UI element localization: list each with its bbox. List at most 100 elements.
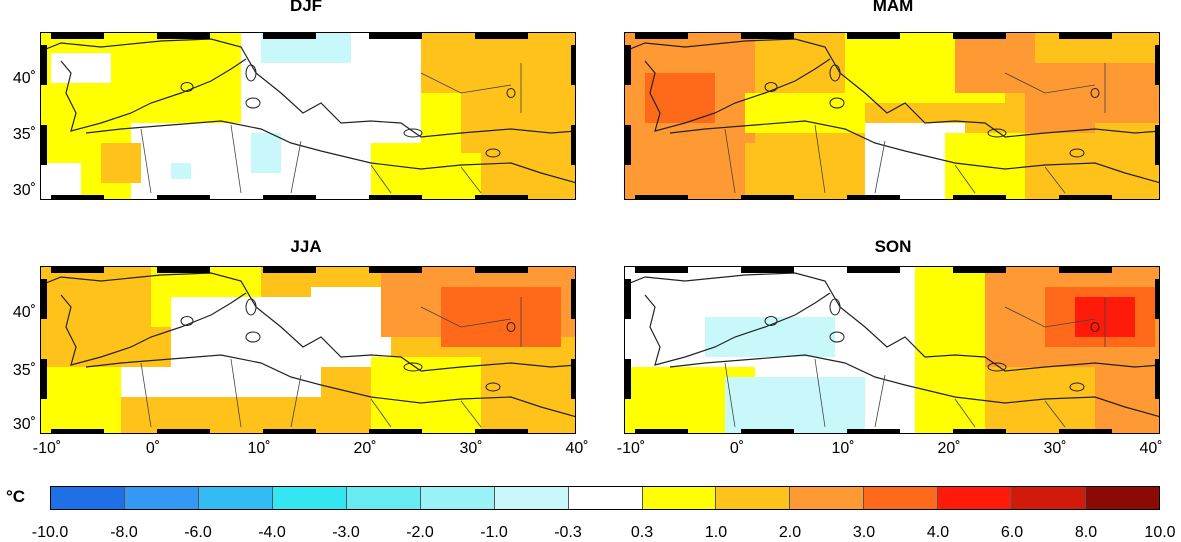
frame-bar <box>41 45 47 85</box>
anomaly-field <box>51 53 111 83</box>
frame-bar <box>157 195 210 199</box>
x-tick-left-0: 0˚ <box>145 440 161 457</box>
anomaly-field <box>745 93 865 133</box>
frame-bar <box>625 45 631 85</box>
y-tick-40-top: 40˚ <box>12 70 36 87</box>
colorbar-label: -8.0 <box>110 524 138 541</box>
map-panel-mam <box>624 32 1160 200</box>
island-outline <box>987 128 1007 138</box>
island-outline <box>245 97 261 109</box>
anomaly-field <box>955 33 1035 93</box>
frame-bar <box>369 33 422 39</box>
y-tick-40-bottom: 40˚ <box>12 304 36 321</box>
colorbar-swatch <box>420 487 495 509</box>
frame-bar <box>475 195 528 199</box>
frame-bar <box>41 125 47 165</box>
x-tick-left-40: 40˚ <box>565 440 589 457</box>
frame-bar <box>41 279 47 319</box>
frame-bar <box>635 195 688 199</box>
x-tick-right-30: 30˚ <box>1043 440 1067 457</box>
island-outline <box>764 316 778 326</box>
island-outline <box>1090 322 1100 332</box>
colorbar-label: -6.0 <box>184 524 212 541</box>
island-outline <box>245 298 257 316</box>
frame-bar <box>741 429 794 433</box>
anomaly-field <box>421 153 481 199</box>
colorbar-swatch <box>1086 487 1160 509</box>
frame-bar <box>475 33 528 39</box>
frame-bar <box>571 45 575 85</box>
anomaly-field <box>625 143 745 199</box>
map-svg <box>625 267 1159 433</box>
anomaly-field <box>141 397 361 433</box>
frame-bar <box>475 267 528 273</box>
frame-bar <box>741 33 794 39</box>
colorbar-swatch <box>1012 487 1087 509</box>
frame-bar <box>635 267 688 273</box>
colorbar-label: -1.0 <box>480 524 508 541</box>
island-outline <box>1090 88 1100 98</box>
anomaly-field <box>421 33 575 93</box>
anomaly-field <box>121 367 321 397</box>
island-outline <box>829 331 845 343</box>
anomaly-field <box>171 163 191 179</box>
colorbar-swatch <box>642 487 717 509</box>
frame-bar <box>635 33 688 39</box>
x-tick-left-10: 10˚ <box>247 440 271 457</box>
colorbar-label: 3.0 <box>852 524 876 541</box>
anomaly-field <box>251 133 281 173</box>
anomaly-field <box>481 357 575 433</box>
island-outline <box>829 97 845 109</box>
frame-bar <box>1155 125 1159 165</box>
island-outline <box>506 322 516 332</box>
colorbar-label: 8.0 <box>1074 524 1098 541</box>
anomaly-field <box>915 267 995 433</box>
island-outline <box>403 128 423 138</box>
frame-bar <box>263 429 316 433</box>
country-borders <box>724 63 1106 194</box>
frame-bar <box>1155 279 1159 319</box>
colorbar-label: -2.0 <box>406 524 434 541</box>
colorbar-swatch <box>198 487 273 509</box>
colorbar-swatch <box>790 487 865 509</box>
frame-bar <box>571 279 575 319</box>
anomaly-field <box>41 267 151 367</box>
colorbar <box>50 486 1160 510</box>
colorbar-label: 6.0 <box>1000 524 1024 541</box>
island-outline <box>245 64 257 82</box>
frame-bar <box>571 359 575 399</box>
frame-bar <box>369 267 422 273</box>
island-outline <box>180 316 194 326</box>
anomaly-field <box>1095 123 1159 199</box>
colorbar-swatch <box>938 487 1013 509</box>
frame-bar <box>1155 359 1159 399</box>
island-outline <box>485 382 501 392</box>
frame-bar <box>263 33 316 39</box>
frame-bar <box>635 429 688 433</box>
frame-bar <box>1059 195 1112 199</box>
frame-bar <box>953 267 1006 273</box>
map-svg <box>41 33 575 199</box>
frame-bar <box>953 33 1006 39</box>
anomaly-field <box>441 287 561 347</box>
frame-bar <box>51 33 104 39</box>
colorbar-label: -4.0 <box>258 524 286 541</box>
coastline <box>625 38 1159 184</box>
colorbar-swatch <box>124 487 199 509</box>
frame-bar <box>41 359 47 399</box>
frame-bar <box>263 267 316 273</box>
anomaly-field <box>371 357 491 433</box>
x-tick-right-m10: -10˚ <box>616 440 646 457</box>
coastline <box>625 272 1159 418</box>
island-outline <box>245 331 261 343</box>
y-tick-35-top: 35˚ <box>12 126 36 143</box>
frame-bar <box>847 33 900 39</box>
coastline <box>41 38 575 184</box>
y-tick-30-top: 30˚ <box>12 182 36 199</box>
x-tick-right-40: 40˚ <box>1139 440 1163 457</box>
colorbar-unit: °C <box>6 487 26 506</box>
frame-bar <box>625 125 631 165</box>
x-tick-left-20: 20˚ <box>353 440 377 457</box>
island-outline <box>987 362 1007 372</box>
colorbar-label: 1.0 <box>704 524 728 541</box>
